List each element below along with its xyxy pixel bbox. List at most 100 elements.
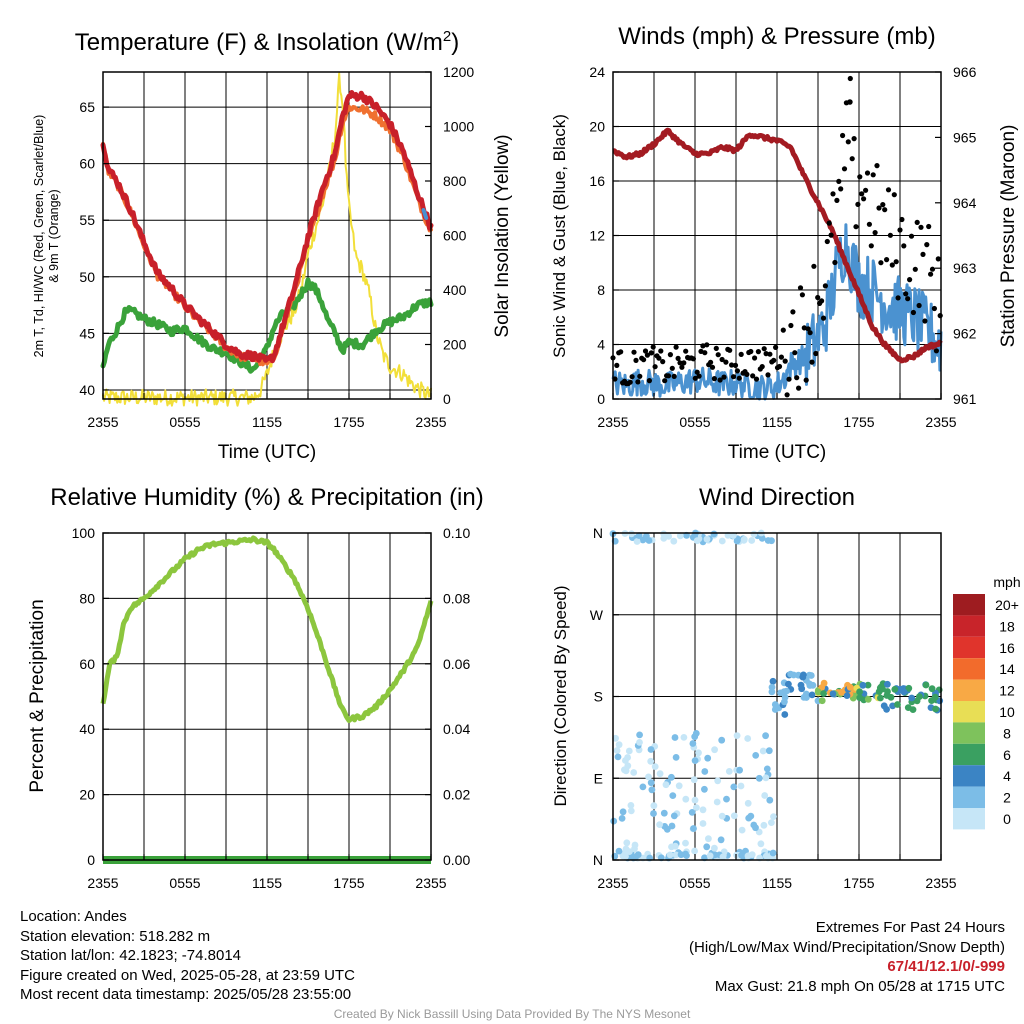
gust-point (753, 376, 760, 382)
winds-title: Winds (mph) & Pressure (mb) (618, 23, 935, 50)
y2-tick-label: 1000 (443, 119, 474, 135)
legend-swatch (953, 658, 985, 680)
gust-point (820, 315, 827, 321)
gust-point (662, 378, 668, 384)
direction-y-axis-label: Direction (Colored By Speed) (551, 585, 570, 806)
gust-point (717, 377, 723, 383)
y-tick-label: S (594, 689, 603, 705)
station-latlon: Station lat/lon: 42.1823; -74.8014 (20, 947, 242, 964)
temperature-y-axis-label-line2: & 9m T (Orange) (47, 189, 61, 282)
gust-point (876, 205, 882, 211)
y2-tick-label: 965 (953, 129, 977, 145)
y-tick-label: N (593, 525, 603, 541)
direction-point (856, 694, 864, 702)
gust-point (708, 359, 714, 365)
gust-point (864, 170, 871, 176)
max-gust-text: Max Gust: 21.8 mph On 05/28 at 1715 UTC (714, 977, 1005, 995)
gust-point (648, 350, 654, 356)
speed-color-legend: mph 20+ 18 16 14 12 10 8 6 4 2 0 (953, 574, 1021, 830)
gust-point (895, 295, 901, 301)
gust-point (629, 374, 635, 380)
direction-point (699, 820, 707, 827)
gust-point (889, 262, 895, 268)
gust-point (696, 373, 702, 379)
gust-point (667, 352, 674, 358)
gust-point (809, 359, 815, 365)
legend-label: 10 (999, 704, 1015, 720)
direction-point (750, 821, 758, 829)
direction-point (740, 536, 748, 544)
direction-point (622, 757, 629, 764)
direction-point (636, 739, 643, 746)
direction-point (647, 779, 655, 787)
gust-point (878, 260, 884, 266)
gust-point (914, 219, 920, 225)
gust-point (700, 343, 706, 349)
gust-point (826, 220, 832, 226)
y-tick-label: 0 (87, 852, 95, 868)
direction-point (662, 781, 670, 789)
temperature-x-axis-label: Time (UTC) (218, 442, 317, 463)
y-tick-label: 55 (79, 212, 95, 228)
direction-point (806, 671, 813, 679)
gust-point (644, 352, 651, 358)
extremes-fields: (High/Low/Max Wind/Precipitation/Snow De… (689, 938, 1005, 956)
x-tick-label: 1755 (333, 875, 364, 891)
gust-point (870, 172, 876, 178)
gust-point (780, 327, 786, 333)
direction-point (628, 530, 635, 538)
gust-point (836, 178, 842, 184)
gust-point (920, 251, 926, 257)
x-tick-label: 2355 (925, 414, 956, 430)
direction-point (622, 845, 630, 853)
direction-point (738, 826, 746, 834)
gust-point (736, 375, 742, 381)
gust-point (901, 243, 907, 249)
extremes-title: Extremes For Past 24 Hours (815, 919, 1005, 936)
direction-point (747, 812, 755, 820)
direction-point (916, 693, 923, 700)
direction-point (800, 671, 807, 679)
legend-swatch (953, 786, 985, 808)
gust-point (773, 344, 779, 350)
y-tick-label: E (594, 770, 603, 786)
gust-point (750, 373, 756, 379)
direction-point (636, 731, 643, 739)
gust-point (819, 298, 825, 304)
gust-point (801, 325, 807, 331)
y-tick-label: W (590, 607, 604, 623)
gust-point (929, 266, 936, 272)
gust-point (794, 375, 800, 381)
y2-tick-label: 0.02 (443, 787, 470, 803)
gust-point (797, 285, 804, 291)
pressure-y-axis-label: Station Pressure (Maroon) (998, 125, 1019, 348)
gust-point (937, 313, 943, 319)
direction-point (838, 688, 845, 696)
direction-point (711, 844, 718, 852)
x-tick-label: 2355 (925, 875, 956, 891)
direction-point (759, 747, 767, 755)
gust-point (792, 350, 798, 356)
direction-point (691, 757, 699, 764)
direction-point (762, 774, 770, 782)
humidity-title: Relative Humidity (%) & Precipitation (i… (50, 484, 483, 511)
gust-point (849, 156, 855, 162)
gust-point (727, 347, 733, 353)
direction-point (904, 704, 912, 711)
extremes-values: 67/41/12.1/0/-999 (887, 958, 1005, 975)
gust-point (891, 192, 897, 198)
gust-point (748, 348, 754, 355)
gust-point (845, 139, 851, 145)
y-tick-label: 60 (79, 656, 95, 672)
direction-point (645, 773, 652, 781)
gust-point (786, 376, 792, 382)
direction-point (718, 537, 726, 545)
direction-point (771, 706, 779, 713)
direction-point (766, 796, 774, 804)
direction-point (668, 773, 675, 781)
direction-point (931, 693, 939, 701)
direction-point (615, 741, 623, 749)
gust-point (752, 355, 758, 361)
gust-point (924, 242, 930, 248)
legend-swatch (953, 743, 985, 766)
